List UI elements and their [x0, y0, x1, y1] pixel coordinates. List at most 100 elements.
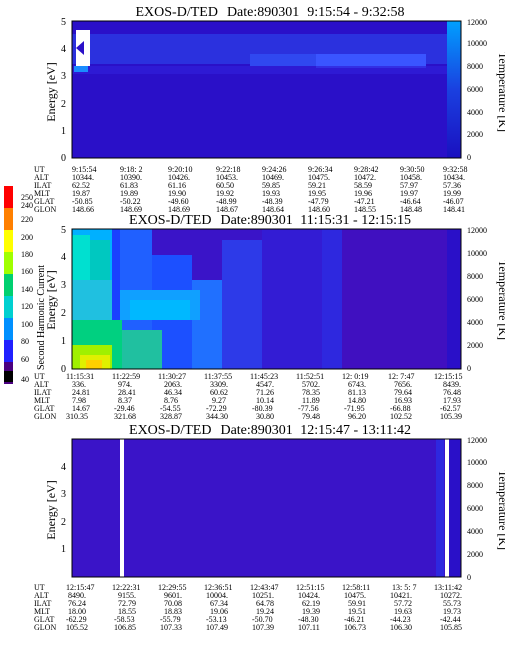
- table-cell: 18.55: [118, 607, 136, 616]
- table-cell: 14.80: [348, 396, 366, 405]
- table-cell: 19.63: [394, 607, 412, 616]
- y-tick-label: 0: [61, 153, 66, 164]
- table-cell: 61.83: [120, 181, 138, 190]
- spectrogram-plot: [71, 228, 462, 370]
- row-label: GLAT: [34, 615, 55, 624]
- colorbar-ticks: 250 240 220 200 180 160 140 120 100 80 6…: [21, 193, 33, 384]
- table-cell: 12:58:11: [342, 583, 370, 592]
- table-cell: -46.64: [400, 197, 421, 206]
- table-cell: -29.46: [114, 404, 135, 413]
- y-tick-label: 5: [61, 17, 66, 28]
- table-cell: 9:28:42: [354, 165, 378, 174]
- table-cell: 148.67: [216, 205, 238, 214]
- table-cell: 107.11: [298, 623, 320, 632]
- table-cell: 13: 5: 7: [392, 583, 416, 592]
- table-cell: -50.85: [72, 197, 93, 206]
- table-cell: 18.83: [164, 607, 182, 616]
- y-tick-label: 2: [61, 308, 66, 319]
- table-cell: 10424.: [298, 591, 320, 600]
- table-cell: -49.60: [168, 197, 189, 206]
- y-tick-label: 5: [61, 225, 66, 236]
- heatmap-region: [90, 240, 110, 280]
- table-cell: 9601.: [164, 591, 182, 600]
- row-label: ALT: [34, 173, 49, 182]
- table-cell: 4547.: [256, 380, 274, 389]
- y-tick-label: 3: [61, 280, 66, 291]
- table-cell: 9:26:34: [308, 165, 332, 174]
- heatmap-region: [322, 229, 342, 369]
- table-cell: -55.79: [160, 615, 181, 624]
- data-gap: [120, 439, 124, 577]
- panel-title: EXOS-D/TED Date:890301 11:15:31 - 12:15:15: [129, 213, 411, 228]
- table-cell: 336.: [72, 380, 86, 389]
- table-cell: 6743.: [348, 380, 366, 389]
- table-cell: 28.41: [118, 388, 136, 397]
- table-cell: 3309.: [210, 380, 228, 389]
- table-cell: 10434.: [443, 173, 465, 182]
- colorbar-tick: 140: [21, 285, 33, 294]
- table-cell: 11:15:31: [66, 372, 94, 381]
- y-axis-label: Energy [eV]: [44, 270, 58, 329]
- y2-tick-label: 12000: [467, 226, 487, 235]
- table-cell: 19.99: [443, 189, 461, 198]
- table-cell: 57.36: [443, 181, 461, 190]
- table-cell: 148.69: [120, 205, 142, 214]
- table-cell: 11:22:59: [112, 372, 140, 381]
- table-cell: 61.16: [168, 181, 186, 190]
- table-cell: -48.39: [262, 197, 283, 206]
- table-cell: 96.20: [348, 412, 366, 421]
- table-cell: 148.69: [168, 205, 190, 214]
- heatmap-region: [436, 439, 444, 577]
- colorbar-swatch: [4, 252, 13, 274]
- heatmap-region: [130, 300, 190, 320]
- table-cell: -80.39: [252, 404, 273, 413]
- table-cell: 8439.: [443, 380, 461, 389]
- table-cell: 10472.: [354, 173, 376, 182]
- heatmap-region: [86, 360, 102, 369]
- table-cell: 10272.: [440, 591, 462, 600]
- table-cell: 9:15:54: [72, 165, 96, 174]
- table-cell: 102.52: [390, 412, 412, 421]
- table-cell: 55.73: [443, 599, 461, 608]
- table-cell: 9:24:26: [262, 165, 286, 174]
- table-cell: 10475.: [344, 591, 366, 600]
- table-cell: 10344.: [72, 173, 94, 182]
- orbit-table: UT ALT ILAT MLT GLAT GLON 9:15:54 10344.…: [34, 165, 467, 214]
- y2-tick-label: 12000: [467, 436, 487, 445]
- table-cell: 11:45:23: [250, 372, 278, 381]
- table-cell: 9:30:50: [400, 165, 424, 174]
- table-cell: 12:22:31: [112, 583, 140, 592]
- table-cell: -72.29: [206, 404, 227, 413]
- table-cell: 12:43:47: [250, 583, 278, 592]
- table-cell: 19.24: [256, 607, 274, 616]
- colorbar-swatch: [4, 340, 13, 362]
- table-cell: 59.85: [262, 181, 280, 190]
- row-label: UT: [34, 372, 45, 381]
- row-label: UT: [34, 165, 45, 174]
- y-tick-label: 0: [61, 364, 66, 375]
- y-axis-label: Energy [eV]: [44, 480, 58, 539]
- y-axis-right: 12000 10000 8000 6000 4000 2000 0 Temper…: [467, 436, 505, 582]
- y2-tick-label: 2000: [467, 550, 483, 559]
- table-cell: 105.85: [440, 623, 462, 632]
- row-label: GLON: [34, 623, 56, 632]
- y2-tick-label: 6000: [467, 504, 483, 513]
- table-cell: 9:20:10: [168, 165, 192, 174]
- row-label: GLAT: [34, 197, 55, 206]
- table-cell: 17.93: [443, 396, 461, 405]
- row-label: MLT: [34, 189, 50, 198]
- plot-frame: [71, 228, 462, 370]
- y-tick-label: 2: [61, 517, 66, 528]
- table-cell: 19.90: [168, 189, 186, 198]
- colorbar-tick: 40: [21, 375, 29, 384]
- table-cell: 148.64: [262, 205, 284, 214]
- colorbar-tick: 60: [21, 355, 29, 364]
- table-cell: -46.21: [344, 615, 365, 624]
- y2-tick-label: 4000: [467, 527, 483, 536]
- colorbar: 250 240 220 200 180 160 140 120 100 80 6…: [4, 186, 47, 384]
- table-cell: -62.29: [66, 615, 87, 624]
- colorbar-swatch: [4, 208, 13, 230]
- table-cell: 310.35: [66, 412, 88, 421]
- table-cell: 5702.: [302, 380, 320, 389]
